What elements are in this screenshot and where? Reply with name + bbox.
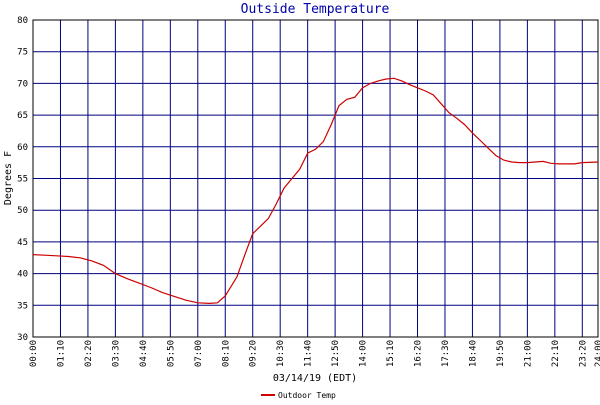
x-tick-label: 16:20	[414, 340, 424, 367]
x-tick-label: 02:20	[84, 340, 94, 367]
x-tick-label: 21:00	[523, 340, 533, 367]
y-tick-label: 35	[17, 301, 28, 311]
plot-frame	[32, 19, 599, 338]
x-tick-label: 12:50	[331, 340, 341, 367]
y-tick-label: 80	[17, 16, 28, 26]
y-tick-label: 45	[17, 238, 28, 248]
x-tick-label: 09:20	[249, 340, 259, 367]
y-tick-label: 75	[17, 48, 28, 58]
x-tick-label: 14:00	[359, 340, 369, 367]
x-tick-label: 00:00	[29, 340, 39, 367]
x-tick-labels: 00:00 01:10 02:20 03:30 04:40 05:50 07:00 08:10…	[29, 340, 600, 367]
x-tick-label: 01:10	[56, 340, 66, 367]
x-tick-label: 08:10	[221, 340, 231, 367]
x-tick-label: 03:30	[111, 340, 121, 367]
x-tick-label: 05:50	[166, 340, 176, 367]
y-tick-label: 30	[17, 333, 28, 343]
x-tick-label: 11:40	[304, 340, 314, 367]
x-tick-label: 17:30	[441, 340, 451, 367]
y-tick-labels: 80 75 70 65 60 55 50 45 40 35 30	[17, 16, 28, 343]
series-line-outdoor-temp	[32, 77, 599, 305]
x-tick-label: 19:50	[496, 340, 506, 367]
y-tick-label: 70	[17, 79, 28, 89]
x-tick-label: 15:10	[386, 340, 396, 367]
y-tick-label: 55	[17, 175, 28, 185]
x-tick-label: 23:20	[578, 340, 588, 367]
grid-layer	[32, 19, 599, 338]
y-tick-label: 60	[17, 143, 28, 153]
legend-label: Outdoor Temp	[278, 391, 336, 400]
x-tick-label: 24:00	[594, 340, 600, 367]
x-axis-label: 03/14/19 (EDT)	[273, 373, 357, 384]
y-tick-label: 40	[17, 270, 28, 280]
x-tick-label: 10:30	[276, 340, 286, 367]
y-axis-label: Degrees F	[3, 151, 14, 205]
chart-title: Outside Temperature	[241, 2, 390, 17]
x-tick-label: 18:40	[468, 340, 478, 367]
y-tick-label: 65	[17, 111, 28, 121]
legend: Outdoor Temp	[261, 391, 336, 400]
x-tick-label: 07:00	[194, 340, 204, 367]
y-tick-label: 50	[17, 206, 28, 216]
x-tick-label: 04:40	[139, 340, 149, 367]
series-layer	[32, 77, 599, 305]
x-tick-label: 22:10	[551, 340, 561, 367]
